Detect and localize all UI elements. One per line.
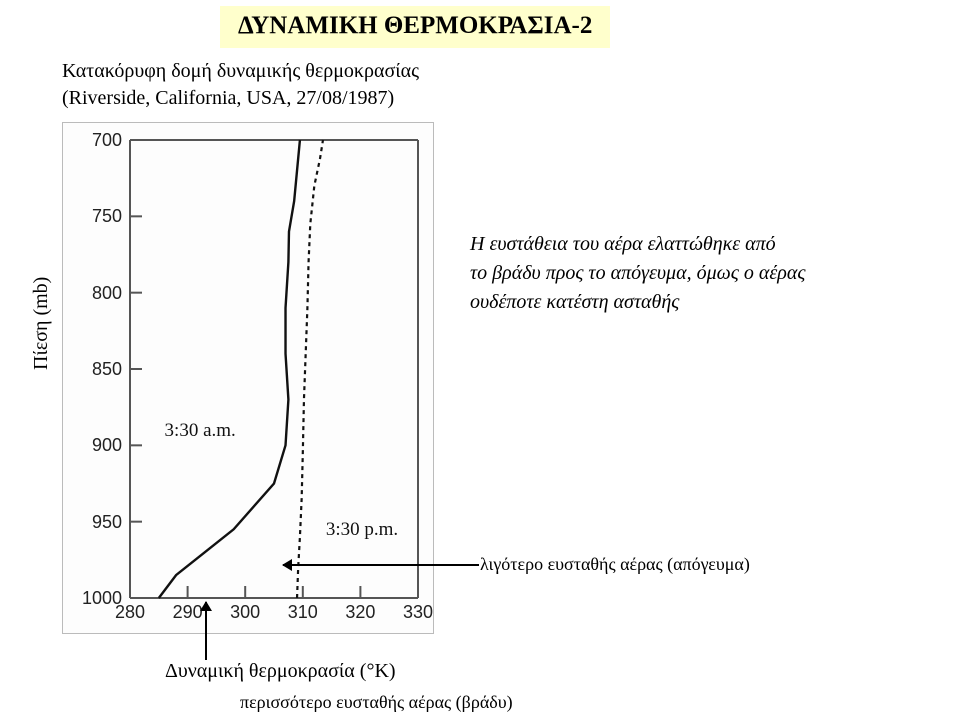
right-caption: Η ευστάθεια του αέρα ελαττώθηκε από το β…: [470, 230, 890, 317]
footnote-less-stable: λιγότερο ευσταθής αέρας (απόγευμα): [480, 554, 750, 575]
y-axis-label: Πίεση (mb): [30, 277, 53, 370]
x-axis-label: Δυναμική θερμοκρασία (°K): [165, 660, 396, 683]
series-pm: [297, 140, 323, 598]
chart-frame: 7007508008509009501000280290300310320330…: [62, 122, 434, 634]
subtitle-line-2: (Riverside, California, USA, 27/08/1987): [62, 87, 394, 109]
chart-area: 7007508008509009501000280290300310320330…: [68, 128, 428, 628]
footnote-more-stable: περισσότερο ευσταθής αέρας (βράδυ): [240, 692, 513, 713]
chart-svg: [68, 128, 428, 628]
right-caption-l3: ουδέποτε κατέστη ασταθής: [470, 291, 679, 313]
subtitle: Κατακόρυφη δομή δυναμικής θερμοκρασίας (…: [62, 58, 419, 112]
series-am: [159, 140, 300, 598]
right-caption-l2: το βράδυ προς το απόγευμα, όμως ο αέρας: [470, 262, 805, 284]
subtitle-line-1: Κατακόρυφη δομή δυναμικής θερμοκρασίας: [62, 60, 419, 82]
arrow-xlabel: [205, 602, 207, 660]
page-title: ΔΥΝΑΜΙΚΗ ΘΕΡΜΟΚΡΑΣΙΑ-2: [220, 6, 610, 48]
arrow-less-stable: [283, 564, 479, 566]
right-caption-l1: Η ευστάθεια του αέρα ελαττώθηκε από: [470, 233, 776, 255]
